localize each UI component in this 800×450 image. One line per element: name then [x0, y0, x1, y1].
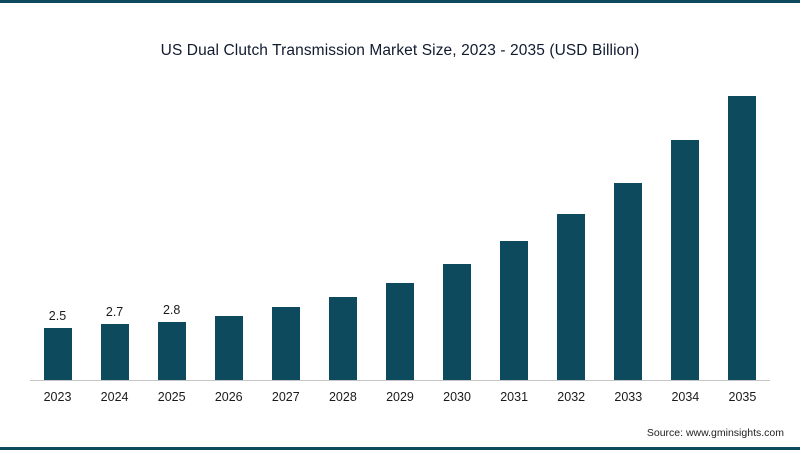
bottom-accent-line [0, 447, 800, 450]
bar-chart: 2.5 2.7 2.8 2023 2024 2025 2026 2027 2028 2029 20… [30, 90, 770, 404]
bar-2031 [500, 241, 529, 380]
x-tick-label-2027: 2027 [271, 390, 300, 404]
x-tick-label-2033: 2033 [614, 390, 643, 404]
bar-2029 [385, 283, 414, 380]
x-tick-label-2035: 2035 [728, 390, 757, 404]
bar-2025 [157, 322, 186, 380]
x-tick-label-2030: 2030 [443, 390, 471, 404]
x-axis-line [30, 380, 770, 381]
x-axis-labels: 2023 2024 2025 2026 2027 2028 2029 2030 2031 2032… [30, 390, 770, 404]
bar-2032 [557, 214, 586, 380]
bar-value-label-2024: 2.7 [105, 305, 124, 319]
bar-2026 [214, 316, 243, 380]
top-accent-line [0, 0, 800, 3]
x-tick-label-2031: 2031 [500, 390, 529, 404]
x-tick-label-2029: 2029 [386, 390, 414, 404]
bar-column-2027 [258, 288, 313, 380]
source-text: Source: www.gminsights.com [646, 427, 784, 439]
bar-2028 [328, 297, 357, 380]
bar-column-2025: 2.8 [144, 303, 199, 380]
bar-column-2030 [430, 245, 485, 380]
x-tick-label-2034: 2034 [671, 390, 700, 404]
bar-2030 [443, 264, 472, 380]
x-tick-label-2026: 2026 [214, 390, 243, 404]
x-tick-label-2028: 2028 [328, 390, 357, 404]
bar-column-2026 [201, 297, 256, 380]
x-tick-label-2032: 2032 [557, 390, 586, 404]
bar-2027 [271, 307, 300, 380]
bar-column-2032 [544, 195, 599, 380]
bar-column-2024: 2.7 [87, 305, 142, 380]
bar-2024 [100, 324, 129, 380]
bar-value-label-2025: 2.8 [162, 303, 181, 317]
x-tick-label-2025: 2025 [157, 390, 186, 404]
bar-2023 [43, 328, 72, 380]
chart-title: US Dual Clutch Transmission Market Size,… [160, 42, 640, 59]
bar-column-2033 [601, 164, 656, 380]
x-tick-label-2023: 2023 [43, 390, 72, 404]
bars-area: 2.5 2.7 2.8 [30, 90, 770, 380]
x-tick-label-2024: 2024 [100, 390, 129, 404]
bar-column-2023: 2.5 [30, 309, 85, 380]
bar-value-label-2023: 2.5 [48, 309, 67, 323]
bar-column-2028 [315, 278, 370, 380]
bar-2034 [671, 140, 700, 380]
bar-2033 [614, 183, 643, 380]
bar-column-2034 [658, 121, 713, 380]
bar-column-2029 [372, 264, 427, 380]
bar-2035 [728, 96, 757, 380]
bar-column-2031 [487, 222, 542, 380]
bar-column-2035 [715, 77, 770, 380]
